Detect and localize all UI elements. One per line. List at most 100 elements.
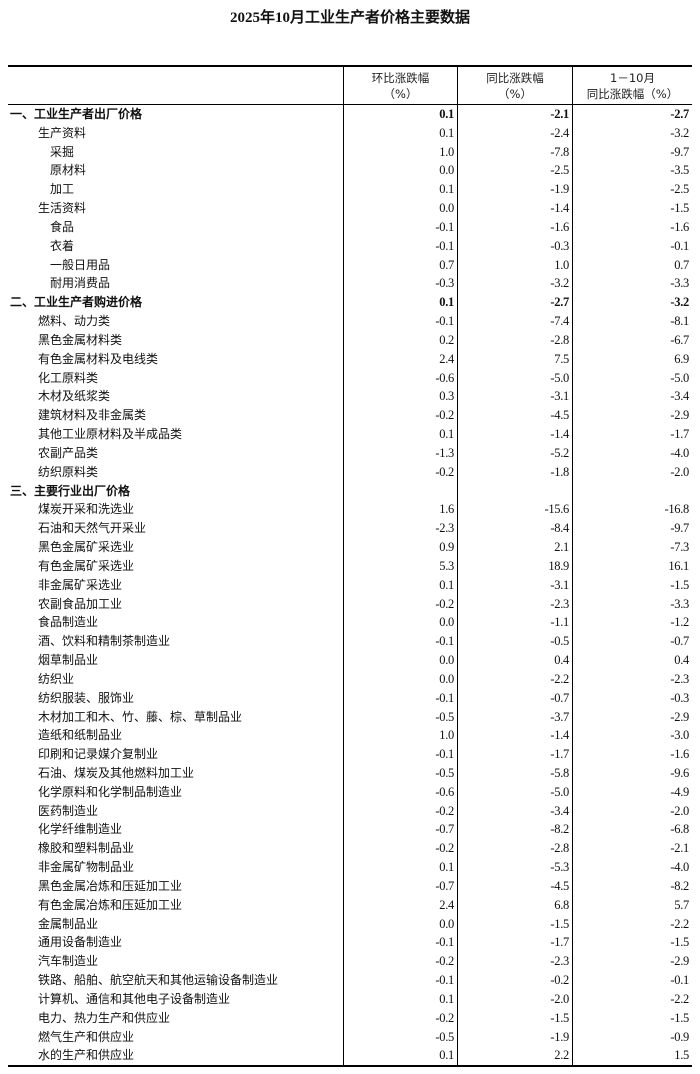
mom-value: -0.1 <box>343 236 457 256</box>
yoy-value: -5.2 <box>457 443 572 463</box>
row-label: 黑色金属材料类 <box>38 332 123 347</box>
yoy-value: -0.5 <box>457 632 572 652</box>
yoy-value: -5.3 <box>457 858 572 877</box>
row-label: 煤炭开采和洗选业 <box>38 502 135 517</box>
yoy-value: -2.0 <box>457 989 572 1009</box>
table-row: 生产资料 0.1 -2.4 -3.2 <box>8 123 692 143</box>
mom-value: -0.2 <box>343 1008 457 1028</box>
header-unit: 同比涨跌幅（%） <box>586 87 679 101</box>
ytd-value: -2.1 <box>572 839 692 859</box>
yoy-value: 6.8 <box>457 895 572 915</box>
mom-value: 0.1 <box>343 858 457 877</box>
yoy-value: -1.5 <box>457 914 572 934</box>
row-label: 燃料、动力类 <box>38 314 111 329</box>
mom-value: -0.1 <box>343 217 457 237</box>
yoy-value: -2.7 <box>457 293 572 313</box>
ytd-value: -3.4 <box>572 387 692 407</box>
yoy-value <box>457 481 572 501</box>
mom-value: 0.1 <box>343 293 457 313</box>
table-row: 通用设备制造业 -0.1 -1.7 -1.5 <box>8 933 692 953</box>
row-label: 农副产品类 <box>38 445 99 460</box>
table-row: 非金属矿物制品业 0.1 -5.3 -4.0 <box>8 858 692 877</box>
ytd-value: -1.6 <box>572 217 692 237</box>
ytd-value: -1.5 <box>572 199 692 218</box>
table-row: 黑色金属材料类 0.2 -2.8 -6.7 <box>8 330 692 350</box>
table-row: 有色金属材料及电线类 2.4 7.5 6.9 <box>8 349 692 369</box>
mom-value: 5.3 <box>343 556 457 576</box>
ytd-value: -3.5 <box>572 161 692 181</box>
mom-value: 1.6 <box>343 500 457 520</box>
row-label: 燃气生产和供应业 <box>38 1029 135 1044</box>
ytd-value: -1.7 <box>572 425 692 444</box>
ytd-value: -3.2 <box>572 123 692 143</box>
ytd-value: -4.9 <box>572 782 692 802</box>
row-label: 木材及纸浆类 <box>38 389 111 404</box>
row-label: 烟草制品业 <box>38 653 99 668</box>
ytd-value: -9.7 <box>572 519 692 539</box>
table-row: 木材加工和木、竹、藤、棕、草制品业 -0.5 -3.7 -2.9 <box>8 707 692 727</box>
mom-value: 0.7 <box>343 255 457 275</box>
yoy-value: 0.4 <box>457 651 572 670</box>
table-row: 石油和天然气开采业 -2.3 -8.4 -9.7 <box>8 519 692 539</box>
ytd-value: -8.1 <box>572 312 692 331</box>
mom-value: -0.7 <box>343 876 457 896</box>
table-row: 金属制品业 0.0 -1.5 -2.2 <box>8 914 692 934</box>
yoy-value: -5.0 <box>457 782 572 802</box>
row-label: 采掘 <box>50 144 75 159</box>
ytd-value: -2.9 <box>572 707 692 727</box>
mom-value: -0.1 <box>343 632 457 652</box>
row-label: 水的生产和供应业 <box>38 1048 135 1063</box>
table-row: 采掘 1.0 -7.8 -9.7 <box>8 142 692 162</box>
ytd-value: -0.3 <box>572 688 692 708</box>
mom-value: -0.2 <box>343 801 457 821</box>
table-row: 化工原料类 -0.6 -5.0 -5.0 <box>8 368 692 388</box>
ytd-value: -2.9 <box>572 406 692 426</box>
yoy-value: 1.0 <box>457 255 572 275</box>
yoy-value: -2.3 <box>457 594 572 614</box>
row-label: 二、工业生产者购进价格 <box>10 295 143 310</box>
ytd-value: 5.7 <box>572 895 692 915</box>
row-label: 非金属矿物制品业 <box>38 860 135 875</box>
row-label: 食品制造业 <box>38 615 99 630</box>
yoy-value: -2.4 <box>457 123 572 143</box>
ytd-value: -8.2 <box>572 876 692 896</box>
mom-value: 0.1 <box>343 425 457 444</box>
row-label: 有色金属矿采选业 <box>38 558 135 573</box>
row-label: 医药制造业 <box>38 803 99 818</box>
ytd-value: 0.4 <box>572 651 692 670</box>
row-label: 通用设备制造业 <box>38 935 123 950</box>
header-unit: （%） <box>498 87 532 101</box>
row-label: 石油、煤炭及其他燃料加工业 <box>38 765 195 780</box>
yoy-value: -0.2 <box>457 971 572 990</box>
table-header: 环比涨跌幅 （%） 同比涨跌幅 （%） 1－10月 同比涨跌幅（%） <box>8 67 692 105</box>
table-row: 煤炭开采和洗选业 1.6 -15.6 -16.8 <box>8 500 692 520</box>
yoy-value: -3.7 <box>457 707 572 727</box>
row-label: 纺织业 <box>38 671 75 686</box>
yoy-value: -3.1 <box>457 387 572 407</box>
header-item-column <box>8 67 343 104</box>
yoy-value: -2.3 <box>457 952 572 972</box>
mom-value: 0.0 <box>343 651 457 670</box>
ytd-value: -2.0 <box>572 462 692 482</box>
header-text: 1－10月 <box>610 71 655 85</box>
section-row: 一、工业生产者出厂价格 0.1 -2.1 -2.7 <box>8 105 692 124</box>
header-ytd-yoy-change: 1－10月 同比涨跌幅（%） <box>572 67 692 104</box>
row-label: 汽车制造业 <box>38 954 99 969</box>
yoy-value: -3.1 <box>457 575 572 595</box>
ytd-value: -1.6 <box>572 745 692 764</box>
ytd-value: -3.3 <box>572 274 692 294</box>
ytd-value: -4.0 <box>572 858 692 877</box>
mom-value: -1.3 <box>343 443 457 463</box>
ytd-value: -1.5 <box>572 575 692 595</box>
table-row: 造纸和纸制品业 1.0 -1.4 -3.0 <box>8 726 692 746</box>
header-mom-change: 环比涨跌幅 （%） <box>343 67 457 104</box>
ytd-value: -9.6 <box>572 763 692 783</box>
mom-value: -0.6 <box>343 368 457 388</box>
yoy-value: -2.8 <box>457 839 572 859</box>
table-row: 燃料、动力类 -0.1 -7.4 -8.1 <box>8 312 692 331</box>
yoy-value: 18.9 <box>457 556 572 576</box>
mom-value: -0.6 <box>343 782 457 802</box>
mom-value: -0.2 <box>343 952 457 972</box>
ytd-value: 1.5 <box>572 1046 692 1066</box>
ytd-value: -6.7 <box>572 330 692 350</box>
